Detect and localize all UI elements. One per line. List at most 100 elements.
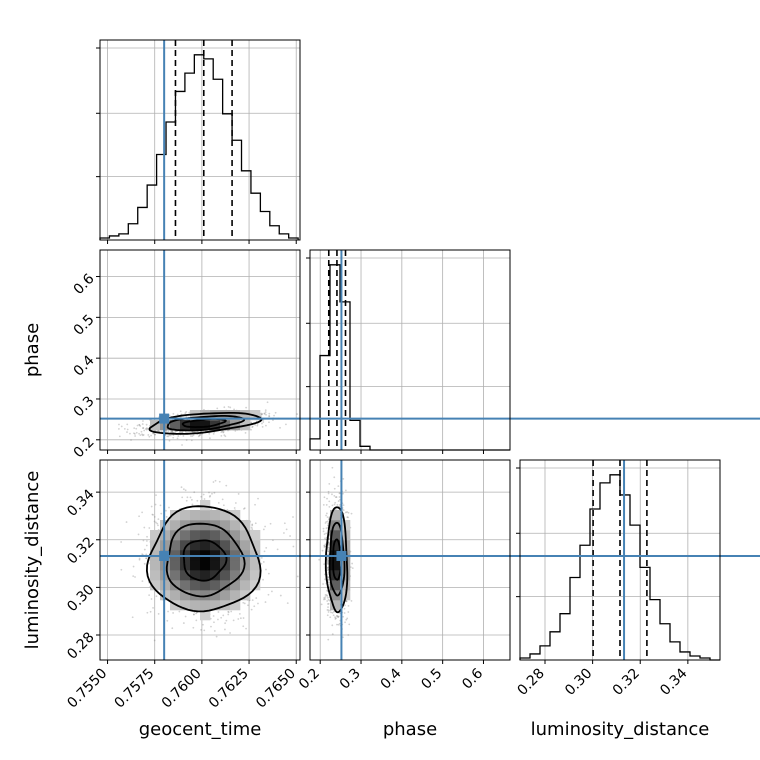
density-cell [170, 590, 181, 601]
scatter-point [134, 435, 137, 437]
scatter-point [118, 423, 120, 426]
scatter-point [146, 611, 149, 614]
scatter-point [325, 527, 328, 529]
scatter-point [251, 524, 254, 527]
density-cell [180, 420, 191, 431]
scatter-point [229, 632, 231, 634]
density-cell [330, 510, 341, 521]
scatter-point [325, 514, 327, 517]
scatter-point [333, 476, 336, 479]
scatter-point [286, 602, 289, 604]
density-cell [190, 600, 201, 611]
scatter-point [132, 565, 135, 568]
scatter-point [192, 431, 195, 433]
scatter-point [155, 595, 158, 598]
scatter-point [337, 623, 340, 626]
scatter-point [323, 563, 326, 566]
y-tick-label-luminosity-distance: 0.32 [64, 534, 97, 567]
scatter-point [337, 615, 340, 618]
scatter-point [262, 419, 265, 422]
density-cell [240, 570, 251, 581]
scatter-point [141, 511, 144, 514]
scatter-point [152, 513, 154, 516]
scatter-point [138, 515, 140, 518]
scatter-point [143, 562, 146, 565]
scatter-point [213, 491, 216, 494]
density-cell [210, 590, 221, 601]
density-cell [170, 520, 181, 531]
scatter-point [328, 581, 331, 584]
scatter-point [335, 617, 337, 620]
density-cell [200, 530, 211, 541]
x-tick-label-luminosity-distance: 0.32 [610, 666, 643, 699]
scatter-point [325, 532, 328, 535]
density-cell [240, 520, 251, 531]
scatter-point [237, 618, 240, 620]
scatter-point [135, 431, 138, 434]
y-axis-label-luminosity-distance: luminosity_distance [22, 471, 43, 650]
scatter-point [327, 578, 330, 581]
scatter-point [334, 618, 337, 620]
x-tick-label-phase: 0.3 [337, 666, 364, 693]
scatter-point [181, 431, 184, 434]
density-cell [190, 570, 201, 581]
scatter-point [232, 619, 235, 622]
density-cell [220, 530, 231, 541]
scatter-point [256, 423, 259, 425]
scatter-point [322, 527, 325, 530]
y-tick-label-phase: 0.3 [71, 393, 98, 420]
scatter-point [326, 614, 329, 617]
density-cell [250, 580, 261, 591]
density-cell [200, 570, 211, 581]
scatter-point [251, 528, 254, 531]
scatter-point [154, 503, 157, 506]
scatter-point [134, 576, 136, 578]
density-cell [250, 530, 261, 541]
truth-marker [159, 550, 170, 561]
scatter-point [146, 535, 148, 538]
density-cell [150, 560, 161, 571]
density-cell [330, 600, 341, 611]
scatter-point [225, 619, 228, 622]
scatter-point [148, 435, 151, 438]
scatter-point [181, 496, 184, 499]
panel-frame-2d [309, 459, 511, 661]
panel-2d-geocent-time-luminosity-distance [120, 479, 299, 642]
scatter-point [331, 633, 334, 636]
y-tick-label-luminosity-distance: 0.28 [64, 629, 97, 662]
y-tick-label-phase: 0.2 [71, 434, 98, 461]
scatter-point [184, 615, 187, 618]
scatter-point [203, 498, 206, 500]
density-cell [200, 520, 211, 531]
scatter-point [217, 618, 219, 621]
scatter-point [192, 613, 195, 616]
scatter-point [265, 424, 267, 427]
scatter-point [283, 532, 285, 534]
scatter-point [261, 412, 264, 415]
scatter-point [327, 638, 330, 641]
density-cell [150, 570, 161, 581]
scatter-point [180, 431, 183, 434]
scatter-point [179, 431, 182, 433]
scatter-point [338, 503, 341, 506]
scatter-point [345, 600, 348, 603]
scatter-point [326, 516, 329, 519]
scatter-point [212, 481, 215, 483]
scatter-point [142, 420, 144, 422]
scatter-point [208, 432, 211, 435]
scatter-point [243, 507, 246, 509]
y-tick-label-phase: 0.6 [71, 271, 98, 298]
scatter-point [327, 598, 330, 601]
scatter-point [347, 634, 350, 636]
scatter-point [200, 628, 202, 631]
scatter-point [192, 626, 195, 629]
scatter-point [153, 639, 156, 642]
density-cell [190, 530, 201, 541]
scatter-point [172, 434, 175, 437]
scatter-point [279, 594, 282, 597]
scatter-point [335, 496, 338, 498]
scatter-point [331, 624, 334, 627]
scatter-point [227, 610, 230, 613]
scatter-point [171, 431, 173, 433]
scatter-point [262, 421, 265, 423]
